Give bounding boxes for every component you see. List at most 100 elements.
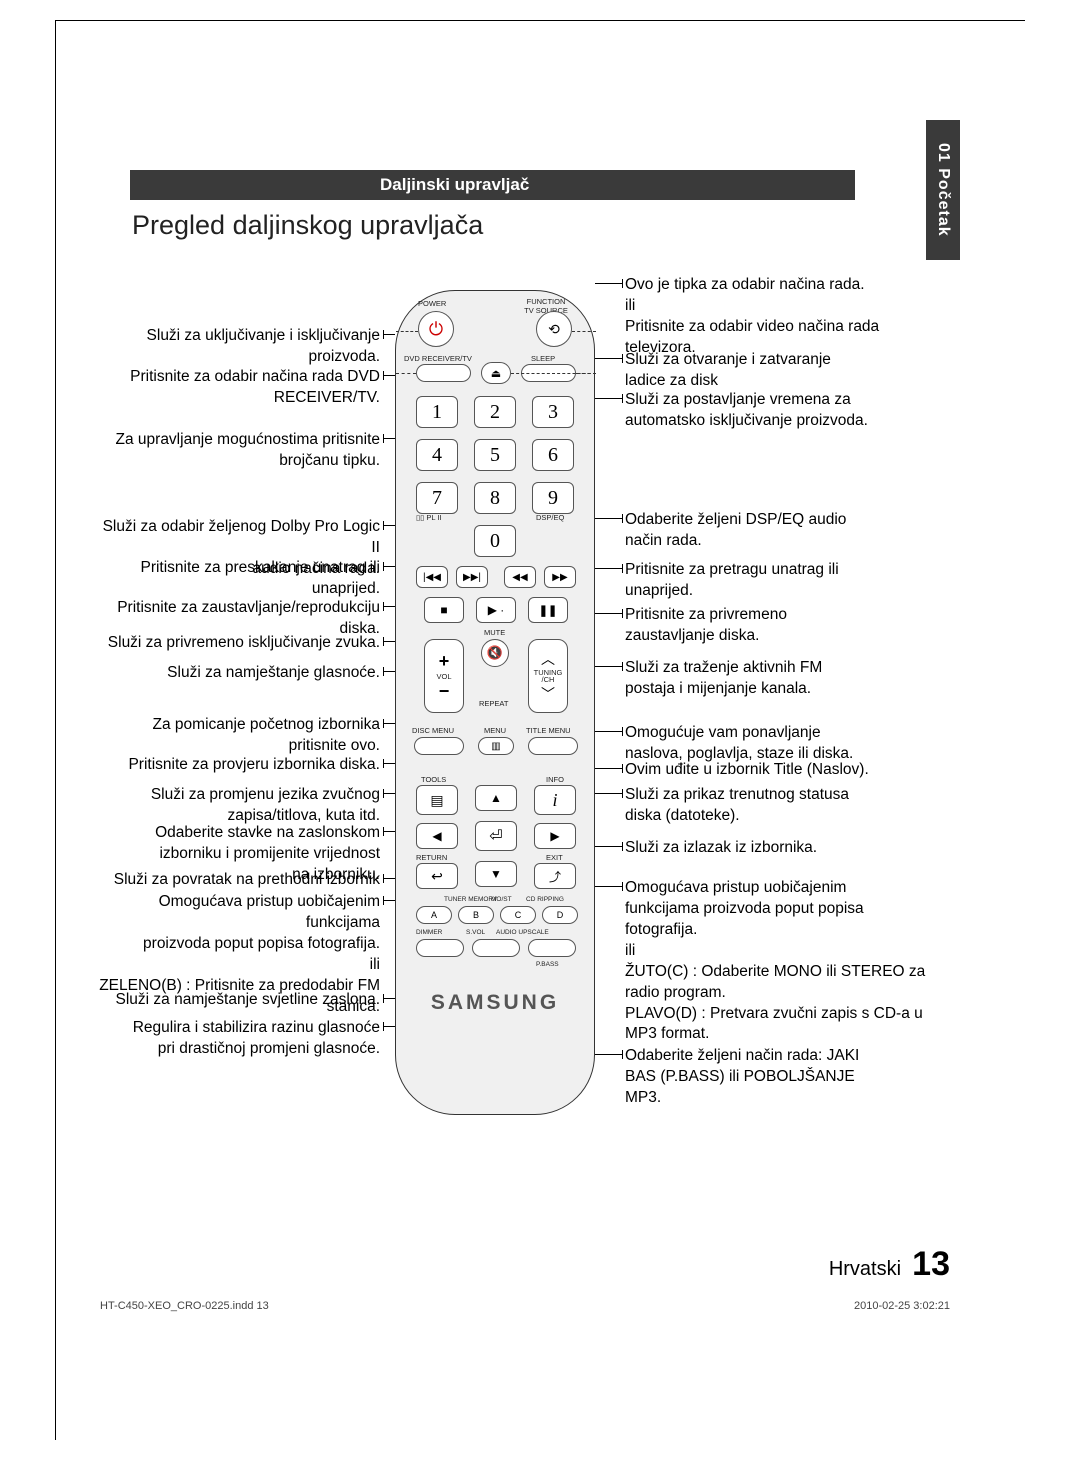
title-menu-button[interactable] <box>528 737 578 755</box>
volume-rocker[interactable]: + VOL − <box>424 639 464 713</box>
leader-tick <box>383 667 384 676</box>
left-button[interactable]: ◀ <box>416 823 458 849</box>
leader-line <box>383 566 395 567</box>
color-a-button[interactable]: A <box>416 906 452 924</box>
pause-button[interactable]: ❚❚ <box>528 597 568 623</box>
tools-button[interactable]: ▤ <box>416 785 458 815</box>
dimmer-button[interactable] <box>416 939 464 957</box>
right-button[interactable]: ▶ <box>534 823 576 849</box>
up-button[interactable]: ▲ <box>475 785 517 811</box>
callout-right: Služi za traženje aktivnih FMpostaja i m… <box>625 658 965 700</box>
leader-line <box>383 998 395 999</box>
audio-upscale-label: AUDIO UPSCALE <box>496 929 549 936</box>
mute-button[interactable]: 🔇 <box>481 639 509 667</box>
leader-tick <box>383 994 384 1003</box>
svol-button[interactable] <box>472 939 520 957</box>
repeat-label: REPEAT <box>479 699 508 708</box>
forward-button[interactable]: ▶▶ <box>544 566 576 588</box>
leader-tick <box>383 719 384 728</box>
num-4[interactable]: 4 <box>416 439 458 471</box>
audio-upscale-button[interactable] <box>528 939 576 957</box>
callout-right: Služi za prikaz trenutnog statusadiska (… <box>625 785 965 827</box>
leader-line <box>383 763 395 764</box>
dvd-receiver-tv-label: DVD RECEIVER/TV <box>404 354 472 363</box>
leader-line <box>595 731 622 732</box>
leader-tick <box>622 609 623 618</box>
return-button[interactable]: ↩ <box>416 863 458 889</box>
callout-right: Služi za izlazak iz izbornika. <box>625 838 965 859</box>
tools-label: TOOLS <box>421 775 446 784</box>
dvd-receiver-tv-button[interactable] <box>416 364 471 382</box>
num-3[interactable]: 3 <box>532 396 574 428</box>
cd-ripping-label: CD RIPPING <box>526 896 564 903</box>
down-button[interactable]: ▼ <box>475 861 517 887</box>
function-button[interactable]: ⟲ <box>536 311 572 347</box>
menu-button[interactable]: ▥ <box>478 737 514 755</box>
leader-line <box>595 358 622 359</box>
leader-line <box>595 793 622 794</box>
title-menu-label: TITLE MENU <box>526 726 571 735</box>
stop-button[interactable]: ■ <box>424 597 464 623</box>
exit-label: EXIT <box>546 853 563 862</box>
disc-menu-button[interactable] <box>414 737 464 755</box>
exit-button[interactable]: ⤴ <box>534 863 576 889</box>
num-1[interactable]: 1 <box>416 396 458 428</box>
leader-line <box>383 525 395 526</box>
leader-tick <box>622 727 623 736</box>
leader-line <box>595 518 622 519</box>
eject-button[interactable]: ⏏ <box>481 362 511 384</box>
svol-label: S.VOL <box>466 929 485 936</box>
color-c-button[interactable]: C <box>500 906 536 924</box>
play-button[interactable]: ▶ · <box>476 597 516 623</box>
leader-tick <box>383 874 384 883</box>
num-5[interactable]: 5 <box>474 439 516 471</box>
leader-line <box>383 1026 395 1027</box>
brand-logo: SAMSUNG <box>396 991 594 1015</box>
leader-tick <box>622 514 623 523</box>
rewind-button[interactable]: ◀◀ <box>504 566 536 588</box>
leader-tick <box>383 562 384 571</box>
leader-line <box>383 671 395 672</box>
skip-back-button[interactable]: |◀◀ <box>416 566 448 588</box>
num-8[interactable]: 8 <box>474 482 516 514</box>
power-label: POWER <box>418 299 446 308</box>
callout-left: Za upravljanje mogućnostima pritisnitebr… <box>90 430 380 472</box>
leader-line <box>595 846 622 847</box>
callout-right: Pritisnite za privremenozaustavljanje di… <box>625 605 965 647</box>
callout-left: Pritisnite za preskakanje unatrag iliuna… <box>90 558 380 600</box>
leader-tick <box>383 521 384 530</box>
color-d-button[interactable]: D <box>542 906 578 924</box>
leader-line <box>595 398 622 399</box>
page-footer: Hrvatski 13 <box>0 1245 1080 1284</box>
leader-line <box>383 375 395 376</box>
leader-tick <box>622 842 623 851</box>
menu-label: MENU <box>484 726 506 735</box>
num-6[interactable]: 6 <box>532 439 574 471</box>
leader-tick <box>622 354 623 363</box>
tuning-rocker[interactable]: ︿ TUNING /CH ﹀ <box>528 639 568 713</box>
color-b-button[interactable]: B <box>458 906 494 924</box>
leader-tick <box>622 1050 623 1059</box>
callout-right: Omogućava pristup uobičajenimfunkcijama … <box>625 878 965 1045</box>
moist-label: MO/ST <box>491 896 512 903</box>
callout-right: Odaberite željeni DSP/EQ audionačin rada… <box>625 510 965 552</box>
dimmer-label: DIMMER <box>416 929 442 936</box>
info-button[interactable]: i <box>534 785 576 815</box>
footer-lang: Hrvatski <box>829 1258 901 1280</box>
num-2[interactable]: 2 <box>474 396 516 428</box>
remote-control-diagram: POWER ⏻ FUNCTION TV SOURCE ⟲ DVD RECEIVE… <box>395 290 595 1115</box>
dsp-eq-label: DSP/EQ <box>536 513 564 522</box>
callout-left: Služi za povratak na prethodni izbornik <box>90 870 380 891</box>
num-7[interactable]: 7 <box>416 482 458 514</box>
leader-line <box>383 641 395 642</box>
power-button[interactable]: ⏻ <box>418 311 454 347</box>
num-9[interactable]: 9 <box>532 482 574 514</box>
callout-right: Ovo je tipka za odabir načina rada.iliPr… <box>625 275 965 359</box>
leader-tick <box>383 637 384 646</box>
skip-fwd-button[interactable]: ▶▶| <box>456 566 488 588</box>
leader-tick <box>622 394 623 403</box>
enter-button[interactable]: ⏎ <box>475 821 517 851</box>
dash <box>572 331 596 332</box>
num-0[interactable]: 0 <box>474 525 516 557</box>
callout-left: Pritisnite za provjeru izbornika diska. <box>90 755 380 776</box>
